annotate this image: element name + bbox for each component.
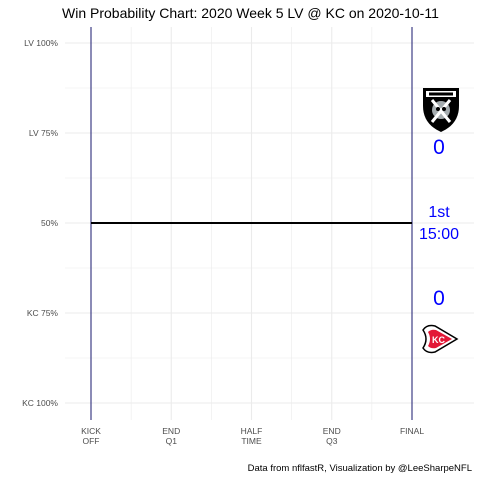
x-tick-label: END Q3	[323, 426, 341, 446]
y-tick-label: KC 75%	[27, 308, 59, 318]
x-axis-tick-labels: KICK OFF END Q1 HALF TIME END Q3 FINAL	[81, 426, 424, 446]
y-tick-label: 50%	[41, 218, 58, 228]
x-tick-label: KICK OFF	[81, 426, 101, 446]
home-score: 0	[433, 287, 445, 310]
away-score: 0	[433, 136, 445, 159]
x-tick-label: FINAL	[400, 426, 424, 436]
x-tick-label: HALF TIME	[241, 426, 263, 446]
chiefs-logo: KC	[421, 322, 461, 361]
y-tick-label: LV 100%	[24, 38, 58, 48]
quarter-label: 1st	[428, 204, 450, 221]
chart-caption: Data from nflfastR, Visualization by @Le…	[247, 463, 472, 474]
raiders-logo	[421, 86, 461, 139]
game-status: 1st 15:00	[409, 202, 469, 246]
y-tick-label: KC 100%	[22, 398, 58, 408]
svg-text:KC: KC	[432, 335, 445, 345]
y-axis-tick-labels: LV 100% LV 75% 50% KC 75% KC 100%	[22, 38, 58, 408]
y-tick-label: LV 75%	[29, 128, 59, 138]
chart-title: Win Probability Chart: 2020 Week 5 LV @ …	[62, 5, 439, 21]
x-tick-label: END Q1	[162, 426, 180, 446]
clock-label: 15:00	[418, 226, 460, 243]
